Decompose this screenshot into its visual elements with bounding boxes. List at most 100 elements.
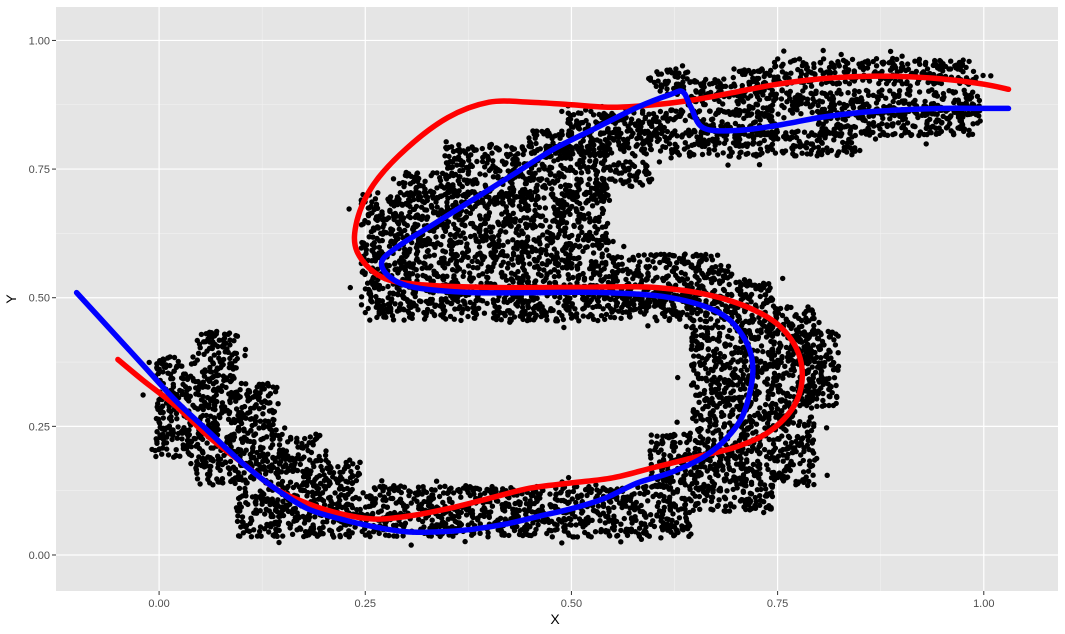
data-point bbox=[706, 337, 713, 343]
data-point bbox=[602, 137, 609, 143]
data-point bbox=[583, 234, 589, 240]
data-point bbox=[835, 350, 841, 356]
data-point bbox=[482, 151, 488, 158]
data-point bbox=[385, 283, 391, 290]
data-point bbox=[795, 66, 801, 73]
data-point bbox=[759, 110, 765, 117]
data-point bbox=[381, 221, 387, 228]
data-point bbox=[680, 79, 686, 85]
data-point bbox=[402, 227, 408, 234]
data-point bbox=[362, 217, 368, 224]
data-point bbox=[466, 157, 472, 163]
data-point bbox=[736, 314, 742, 320]
data-point bbox=[780, 61, 786, 67]
data-point bbox=[797, 140, 803, 147]
data-point bbox=[707, 419, 713, 425]
data-point bbox=[488, 141, 495, 148]
data-point bbox=[804, 64, 810, 71]
data-point bbox=[526, 135, 532, 141]
data-point bbox=[847, 130, 853, 136]
data-point bbox=[843, 123, 849, 130]
data-point bbox=[598, 277, 604, 283]
data-point bbox=[589, 203, 596, 209]
data-point bbox=[688, 346, 695, 352]
data-point bbox=[753, 429, 759, 435]
data-point bbox=[500, 223, 507, 229]
data-point bbox=[470, 304, 476, 311]
data-point bbox=[690, 408, 696, 415]
data-point bbox=[769, 117, 775, 124]
data-point bbox=[941, 94, 947, 100]
data-point bbox=[358, 294, 365, 300]
data-point bbox=[789, 129, 795, 135]
data-point bbox=[734, 286, 741, 293]
data-point bbox=[559, 108, 565, 115]
data-point bbox=[547, 171, 553, 178]
data-point bbox=[781, 115, 787, 121]
data-point bbox=[591, 152, 598, 159]
data-point bbox=[520, 230, 526, 237]
data-point bbox=[626, 310, 632, 317]
data-point bbox=[951, 99, 957, 106]
data-point bbox=[966, 58, 972, 65]
data-point bbox=[539, 304, 545, 310]
data-point bbox=[433, 234, 439, 240]
data-point bbox=[428, 188, 434, 195]
data-point bbox=[478, 222, 484, 229]
data-point bbox=[772, 410, 778, 416]
data-point bbox=[660, 144, 666, 150]
data-point bbox=[413, 223, 420, 230]
data-point bbox=[423, 313, 429, 319]
data-point bbox=[597, 272, 603, 278]
data-point bbox=[548, 307, 554, 314]
data-point bbox=[482, 216, 488, 222]
data-point bbox=[764, 376, 771, 382]
data-point bbox=[813, 88, 819, 94]
data-point bbox=[415, 194, 422, 200]
data-point bbox=[962, 111, 969, 117]
data-point bbox=[833, 382, 839, 389]
data-point bbox=[419, 243, 425, 249]
data-point bbox=[745, 279, 751, 286]
data-point bbox=[517, 313, 523, 319]
data-point bbox=[842, 117, 848, 123]
data-point bbox=[599, 210, 606, 216]
data-point bbox=[673, 272, 679, 279]
data-point bbox=[596, 218, 602, 224]
data-point bbox=[419, 265, 425, 272]
data-point bbox=[785, 358, 791, 364]
data-point bbox=[809, 102, 816, 108]
data-point bbox=[598, 242, 605, 249]
data-point bbox=[645, 257, 651, 263]
data-point bbox=[438, 242, 444, 248]
data-point bbox=[644, 265, 651, 271]
data-point bbox=[698, 130, 705, 137]
data-point bbox=[751, 140, 757, 146]
data-point bbox=[624, 141, 630, 147]
data-point bbox=[510, 210, 516, 216]
data-point bbox=[771, 341, 777, 347]
data-point bbox=[434, 185, 440, 191]
data-point bbox=[962, 91, 968, 97]
data-point bbox=[567, 167, 573, 174]
data-point bbox=[848, 140, 855, 146]
data-point bbox=[550, 234, 557, 241]
data-point bbox=[686, 129, 692, 135]
data-point bbox=[358, 302, 365, 308]
data-point bbox=[841, 69, 847, 75]
data-point bbox=[414, 170, 421, 176]
data-point bbox=[585, 169, 591, 175]
data-point bbox=[953, 65, 959, 71]
data-point bbox=[946, 88, 952, 94]
data-point bbox=[516, 203, 522, 209]
data-point bbox=[795, 92, 801, 98]
data-point bbox=[557, 173, 563, 180]
data-point bbox=[790, 151, 796, 157]
data-point bbox=[462, 150, 469, 156]
data-point bbox=[809, 109, 815, 116]
data-point bbox=[980, 72, 986, 79]
data-point bbox=[656, 159, 663, 165]
data-point bbox=[619, 261, 625, 267]
data-point bbox=[485, 156, 492, 163]
data-point bbox=[545, 258, 551, 264]
